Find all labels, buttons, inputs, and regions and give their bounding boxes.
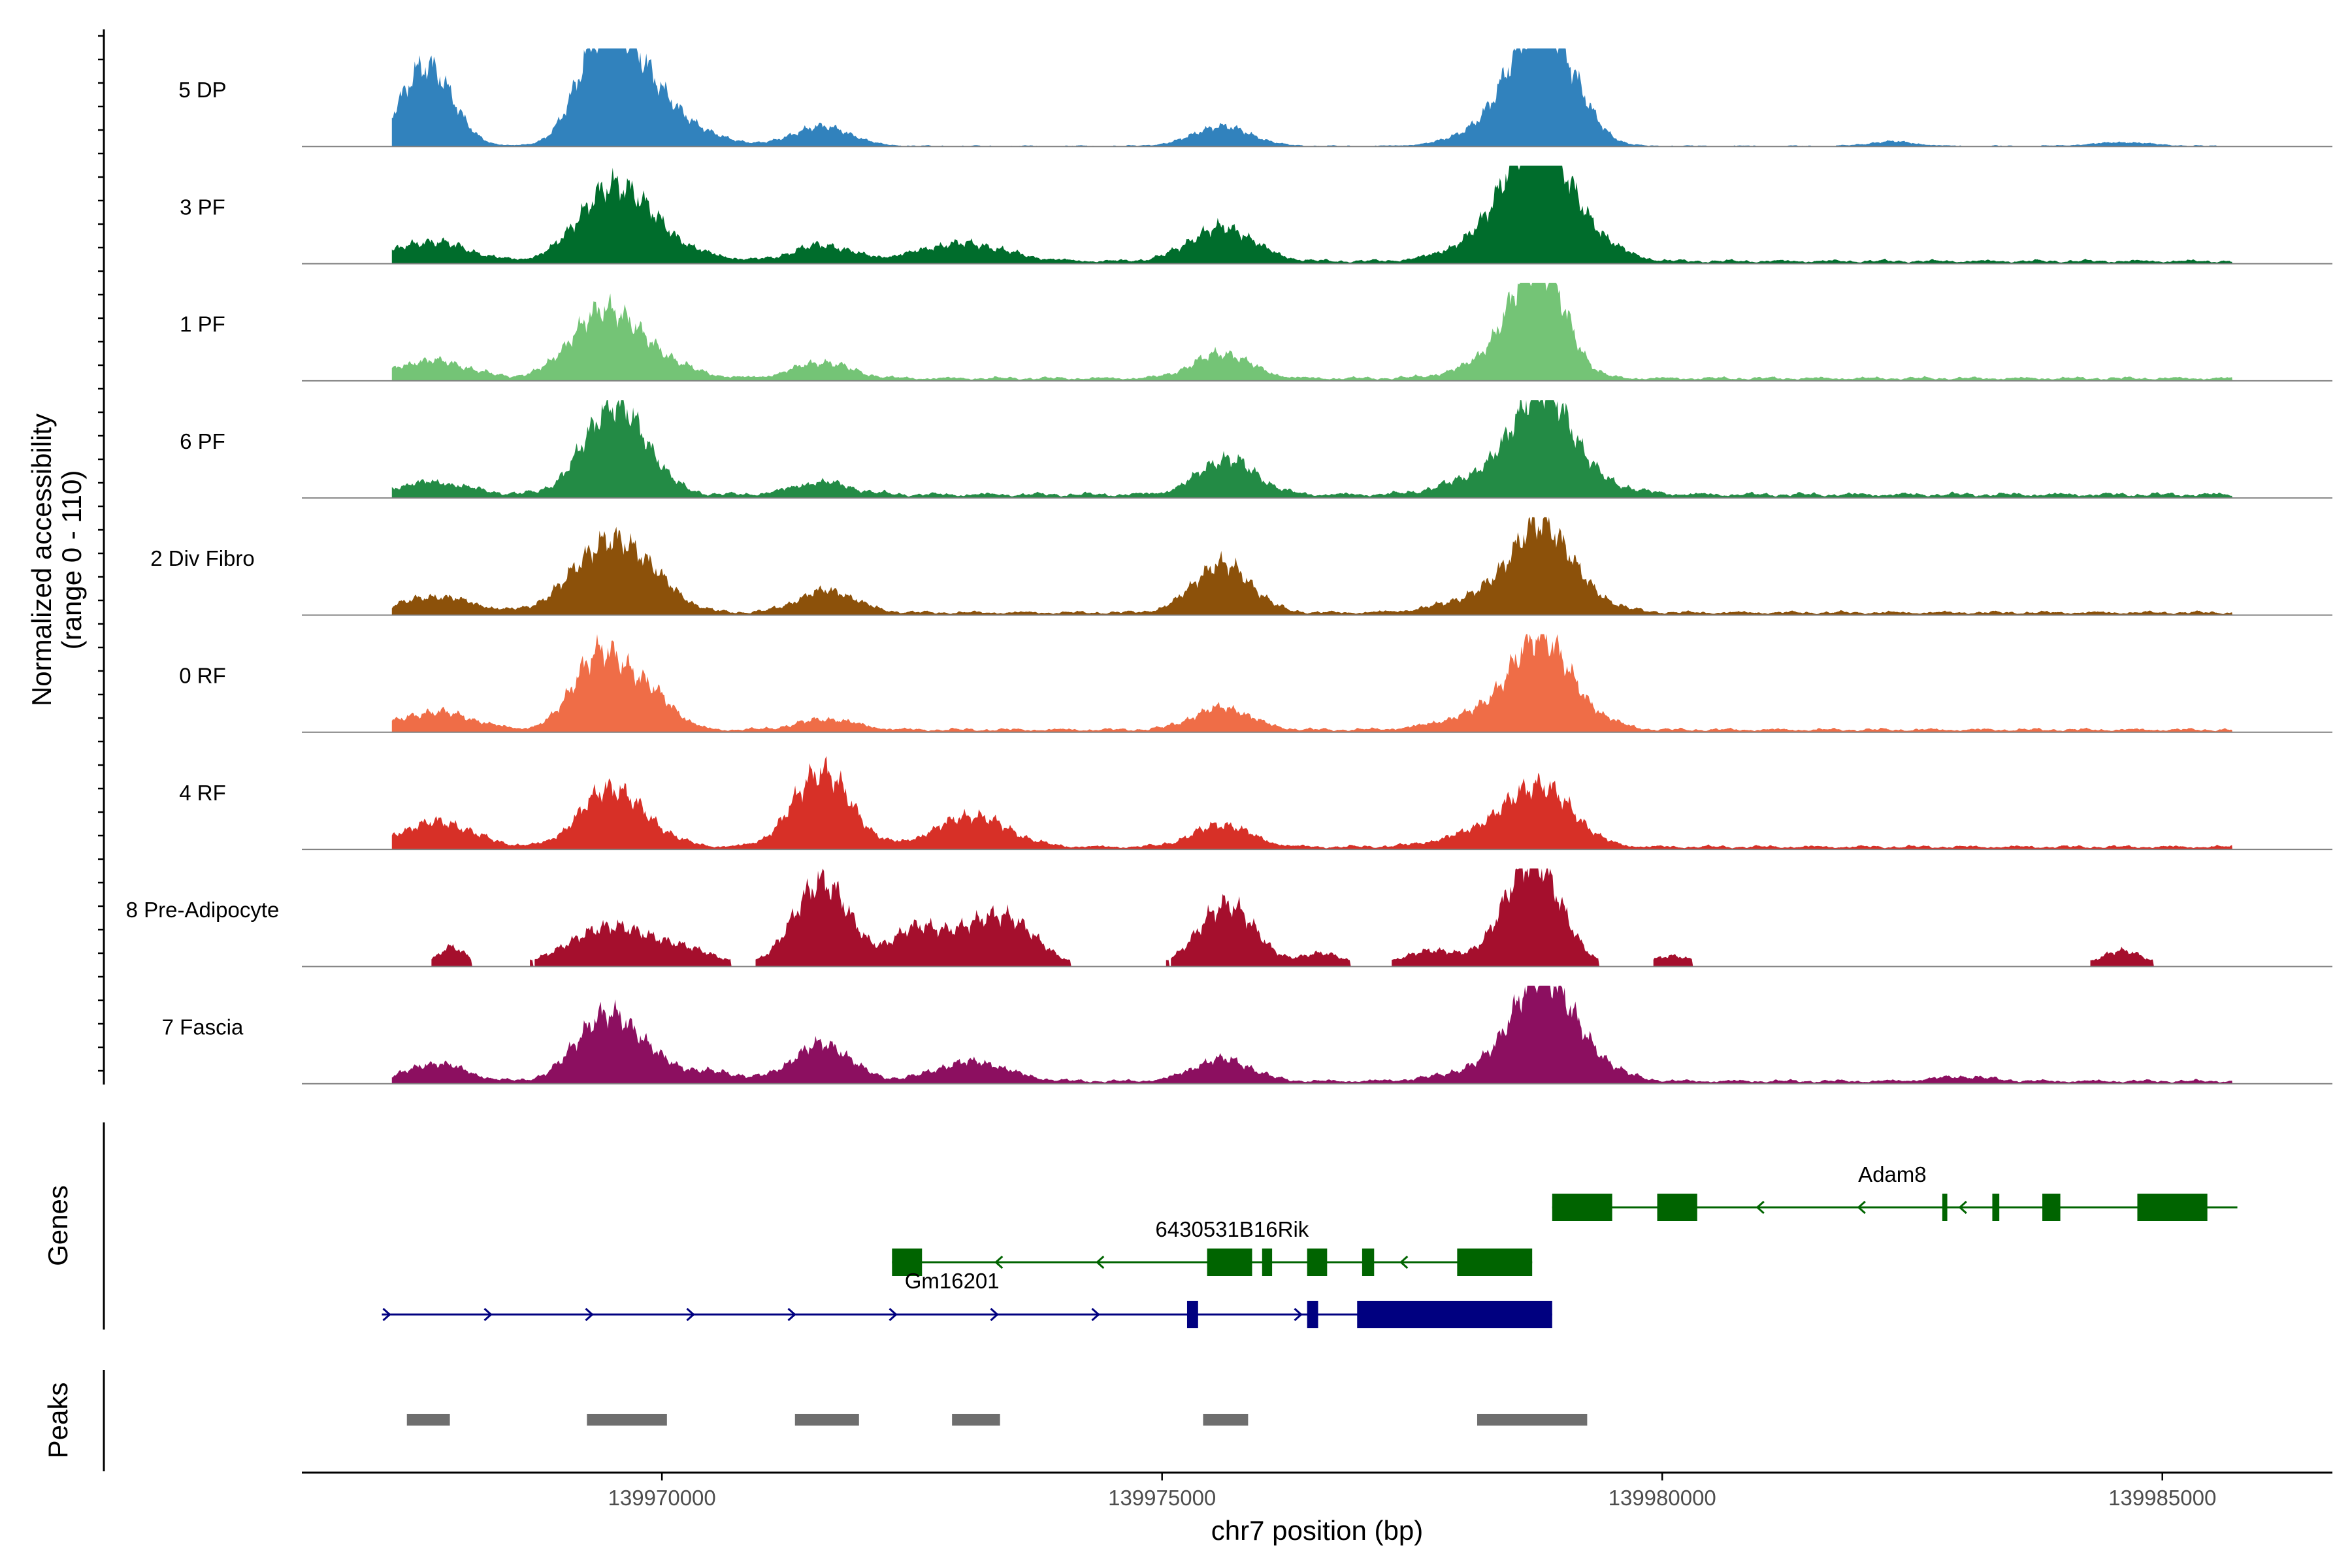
x-axis-ticks: 139970000 139975000 139980000 139985000 [608,1473,2216,1510]
peak-region [1203,1414,1249,1426]
track-label: 7 Fascia [162,1015,244,1039]
track-2-div-fibro: 2 Div Fibro [150,517,2332,616]
strand-arrow [382,1307,391,1322]
peaks-panel-label: Peaks [42,1382,73,1459]
exon [1942,1194,1948,1221]
strand-arrow [990,1307,999,1322]
strand-arrow [889,1307,898,1322]
y-axis-title-line1: Normalized accessibility [26,414,57,706]
coverage-area [391,282,2232,381]
peaks-panel: Peaks [42,1370,1588,1471]
coverage-area [391,634,2232,732]
gene-6430531b16rik: 6430531B16Rik [892,1217,1533,1276]
y-axis-ticks [98,35,104,1072]
exon [1992,1194,2000,1221]
exon [892,1249,923,1276]
strand-arrow [1294,1307,1303,1322]
strand-arrow [1399,1255,1409,1269]
gene-gm16201: Gm16201 [382,1269,1552,1328]
strand-arrow [483,1307,493,1322]
strand-arrow [994,1255,1004,1269]
track-6-pf: 6 PF [180,400,2332,499]
track-7-fascia: 7 Fascia [162,985,2332,1085]
y-axis: Normalized accessibility (range 0 - 110) [26,29,105,1085]
x-tick-label: 139985000 [2108,1486,2216,1510]
track-label: 8 Pre-Adipocyte [126,898,280,922]
x-tick-label: 139975000 [1108,1486,1216,1510]
genes-panel: Genes Adam8 6430531B16Rik Gm16201 [42,1122,2238,1330]
coverage-area [391,756,2232,850]
track-1-pf: 1 PF [180,282,2332,382]
track-0-rf: 0 RF [179,634,2332,733]
gene-models: Adam8 6430531B16Rik Gm16201 [382,1162,2238,1328]
exon [2137,1194,2208,1221]
coverage-area [391,517,2232,615]
strand-arrow [1857,1200,1866,1215]
strand-arrow [1091,1307,1100,1322]
coverage-area [391,400,2232,498]
x-axis-title: chr7 position (bp) [1211,1515,1424,1546]
track-label: 3 PF [180,195,225,219]
track-3-pf: 3 PF [180,165,2332,265]
track-5-dp: 5 DP [178,48,2332,148]
genes-panel-label: Genes [42,1185,73,1266]
gene-adam8: Adam8 [1552,1162,2238,1221]
exon [1362,1249,1375,1276]
coverage-area [391,985,2232,1084]
peak-region [952,1414,1000,1426]
strand-arrow [787,1307,796,1322]
peak-region [794,1414,859,1426]
gene-label: Gm16201 [905,1269,1000,1293]
coverage-tracks: 5 DP 3 PF 1 PF 6 PF 2 Div Fibro 0 RF 4 RF 8 Pre… [126,48,2332,1085]
exon [1262,1249,1273,1276]
track-label: 0 RF [179,664,226,688]
coverage-area [391,48,2218,147]
coverage-area [431,868,2154,967]
exon [1457,1249,1533,1276]
track-label: 6 PF [180,429,225,453]
strand-arrow [686,1307,695,1322]
strand-arrow [1958,1200,1967,1215]
strand-arrow [1096,1255,1105,1269]
exon [1657,1194,1697,1221]
track-8-pre-adipocyte: 8 Pre-Adipocyte [126,868,2332,968]
strand-arrow [1756,1200,1765,1215]
coverage-area [391,165,2232,264]
peak-region [406,1414,450,1426]
y-axis-title-line2: (range 0 - 110) [56,470,87,650]
x-tick-label: 139980000 [1609,1486,1716,1510]
exon [2042,1194,2061,1221]
track-label: 2 Div Fibro [150,546,255,570]
strand-arrow [585,1307,594,1322]
exon [1357,1301,1552,1328]
exon [1307,1301,1318,1328]
peak-region [1477,1414,1588,1426]
peak-region [587,1414,667,1426]
track-4-rf: 4 RF [179,756,2332,851]
exon [1307,1249,1328,1276]
track-label: 1 PF [180,312,225,336]
gene-label: 6430531B16Rik [1155,1217,1309,1241]
exon [1186,1301,1198,1328]
x-tick-label: 139970000 [608,1486,716,1510]
peak-regions [406,1414,1588,1426]
track-label: 4 RF [179,781,226,805]
gene-label: Adam8 [1858,1162,1927,1186]
exon [1207,1249,1252,1276]
exon [1552,1194,1612,1221]
track-label: 5 DP [178,78,226,102]
x-axis: 139970000 139975000 139980000 139985000 chr… [302,1471,2332,1546]
